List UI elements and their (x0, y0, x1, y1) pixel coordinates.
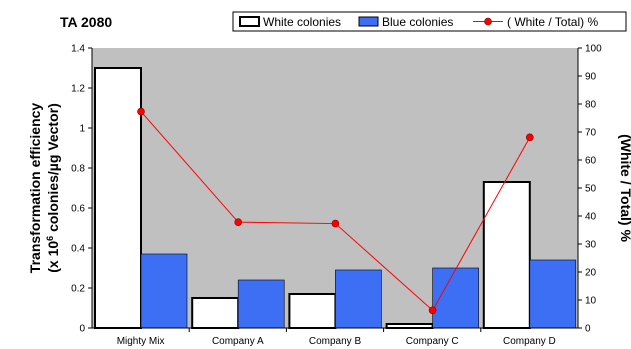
left-axis-title-sup: 6 (45, 236, 55, 241)
left-tick-label: 0 (79, 324, 85, 335)
right-tick-label: 60 (585, 156, 597, 167)
ratio-point-2 (331, 219, 340, 228)
legend-marker-ratio (484, 17, 492, 26)
right-tick-label: 70 (585, 128, 597, 139)
bar-white-1 (191, 297, 240, 329)
ratio-point-1 (234, 218, 242, 226)
right-tick-label: 50 (585, 184, 597, 195)
right-axis-title-text: (White / Total) % (618, 134, 631, 242)
category-label-1: Company A (212, 336, 264, 347)
left-axis-title-pre: (x 10 (45, 241, 61, 273)
legend-swatch-white (239, 16, 260, 27)
legend: White colonies Blue colonies ( White / T… (232, 11, 627, 32)
chart-title: TA 2080 (60, 14, 112, 30)
left-tick-label: 1 (79, 124, 85, 135)
bar-blue-1 (237, 279, 285, 329)
category-label-0: Mighty Mix (117, 336, 165, 347)
x-axis-categories: Mighty Mix Company A Company B Company C Com… (117, 328, 556, 347)
bar-white-3 (385, 323, 434, 329)
left-tick-label: 1.4 (71, 44, 85, 55)
legend-swatch-blue (358, 16, 379, 27)
right-axis-title: (White / Total) % (618, 134, 631, 242)
right-tick-label: 20 (585, 268, 597, 279)
right-axis-ticks: 0 10 20 30 40 50 60 70 80 90 100 (578, 44, 602, 335)
right-tick-label: 30 (585, 240, 597, 251)
legend-label-white: White colonies (263, 15, 341, 29)
bar-white-2 (288, 293, 337, 329)
left-tick-label: 0.8 (71, 164, 85, 175)
left-axis-title-post: colonies/µg Vector) (45, 103, 61, 236)
right-tick-label: 100 (585, 44, 602, 55)
left-axis-title-line1: Transformation efficiency (27, 103, 43, 274)
legend-label-ratio: ( White / Total) % (507, 15, 598, 29)
right-tick-label: 40 (585, 212, 597, 223)
ratio-point-3 (428, 306, 437, 315)
ratio-point-4 (525, 133, 534, 142)
bar-blue-0 (140, 253, 188, 329)
bar-white-0 (94, 67, 142, 329)
right-tick-label: 80 (585, 100, 597, 111)
left-tick-label: 0.6 (71, 204, 85, 215)
category-label-4: Company D (503, 336, 556, 347)
bar-blue-4 (529, 259, 577, 329)
legend-label-blue: Blue colonies (382, 15, 453, 29)
left-tick-label: 1.2 (71, 84, 85, 95)
right-tick-label: 0 (585, 324, 591, 335)
legend-box (232, 11, 627, 32)
left-axis-title-line2: (x 106 colonies/µg Vector) (45, 103, 61, 272)
bar-white-4 (482, 181, 531, 329)
left-axis-title: Transformation efficiency (x 106 colonie… (27, 103, 61, 274)
category-label-2: Company B (309, 336, 362, 347)
ratio-line-layer (137, 107, 534, 315)
left-tick-label: 0.2 (71, 284, 85, 295)
left-axis-ticks: 0 0.2 0.4 0.6 0.8 1 1.2 1.4 (71, 44, 92, 335)
right-tick-label: 90 (585, 72, 597, 83)
right-tick-label: 10 (585, 296, 597, 307)
category-label-3: Company C (406, 336, 459, 347)
ratio-point-0 (137, 107, 145, 116)
left-tick-label: 0.4 (71, 244, 85, 255)
bar-blue-2 (335, 269, 382, 329)
